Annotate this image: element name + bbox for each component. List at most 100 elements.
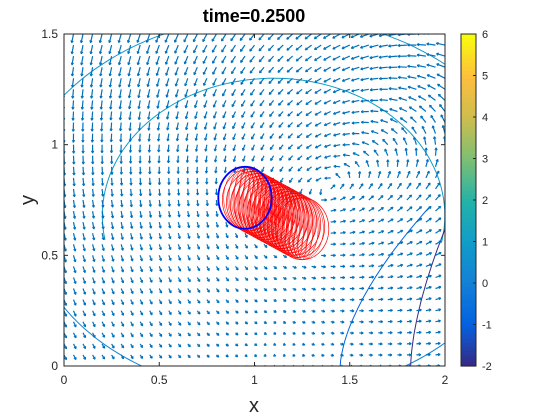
vector-arrow (71, 56, 75, 66)
vector-arrow-head (212, 93, 216, 97)
vector-arrow (101, 188, 104, 197)
vector-arrow-head (212, 104, 216, 108)
body-outline (217, 165, 273, 230)
vector-arrow (398, 97, 408, 101)
vector-arrow-head (205, 181, 209, 185)
vector-arrow-head (370, 130, 374, 134)
vector-arrow-head (388, 55, 391, 59)
vector-arrow-head (184, 94, 188, 98)
vector-arrow-head (332, 35, 336, 39)
vector-arrow (296, 88, 303, 95)
vector-arrow-head (269, 113, 273, 117)
vector-arrow-head (168, 247, 172, 251)
vector-arrow-head (157, 182, 162, 186)
vector-arrow-head (288, 168, 292, 172)
vector-arrow (388, 55, 398, 58)
vector-arrow-head (254, 288, 258, 292)
vector-arrow (388, 44, 398, 47)
vector-arrow (147, 89, 151, 98)
vector-arrow-head (117, 62, 122, 66)
vector-arrow-head (304, 47, 308, 51)
body-mesh (217, 165, 330, 261)
vector-arrow-head (176, 182, 181, 185)
vector-arrow-head (137, 84, 141, 88)
vector-arrow-head (277, 91, 281, 95)
vector-arrow (166, 111, 170, 120)
vector-arrow-head (197, 257, 201, 261)
colorbar-gradient (461, 34, 476, 367)
vector-arrow (119, 122, 122, 131)
vector-arrow-head (447, 365, 449, 367)
vector-arrow-head (139, 193, 143, 197)
vector-arrow-head (378, 55, 382, 59)
vector-arrow-head (99, 62, 103, 66)
vector-arrow (158, 210, 161, 218)
vector-arrow-head (194, 138, 198, 141)
vector-arrow-head (146, 106, 151, 109)
vector-arrow (128, 100, 132, 109)
vector-arrow (444, 243, 445, 245)
vector-arrow-head (292, 331, 296, 335)
vector-arrow-head (83, 313, 87, 317)
vector-arrow (230, 44, 237, 53)
vector-arrow (399, 107, 408, 113)
vector-arrow-head (371, 253, 375, 257)
vector-arrow-head (235, 343, 239, 347)
vector-arrow-head (235, 246, 239, 249)
vector-arrow-head (350, 342, 354, 346)
vector-arrow (213, 122, 217, 130)
vector-arrow-head (214, 159, 218, 163)
vector-arrow-head (92, 280, 96, 284)
vector-arrow-head (251, 147, 255, 151)
vector-arrow (72, 100, 75, 110)
vector-arrow-head (409, 241, 413, 244)
vector-arrow-head (119, 171, 124, 175)
vector-arrow-head (361, 286, 365, 291)
vector-arrow (109, 89, 113, 99)
vector-arrow (377, 183, 383, 190)
vector-arrow-head (258, 48, 262, 52)
vector-arrow-head (303, 287, 307, 291)
vector-arrow-head (149, 258, 153, 262)
vector-arrow (324, 133, 331, 137)
colorbar-segment (461, 178, 476, 183)
vector-arrow-head (407, 54, 410, 58)
vector-arrow-head (437, 341, 441, 346)
vector-arrow (72, 188, 76, 197)
vector-arrow-head (446, 171, 448, 174)
vector-arrow-head (413, 136, 417, 140)
vector-arrow-head (429, 240, 433, 244)
vector-arrow (332, 34, 341, 39)
vector-arrow-head (111, 323, 115, 327)
vector-arrow (324, 166, 331, 169)
vector-arrow-head (156, 116, 160, 120)
vector-arrow (82, 199, 85, 208)
vector-arrow-head (311, 353, 315, 357)
vector-arrow-head (120, 204, 124, 208)
vector-arrow (213, 100, 217, 108)
vector-arrow-head (254, 245, 258, 249)
vector-arrow-head (448, 264, 451, 266)
vector-arrow-head (357, 171, 362, 174)
colorbar-segment (461, 222, 476, 227)
vector-arrow-head (102, 302, 106, 306)
vector-arrow (230, 55, 237, 64)
vector-arrow (167, 144, 170, 153)
colorbar-segment (461, 326, 476, 331)
vector-arrow-head (407, 170, 411, 174)
vector-arrow-head (296, 80, 299, 84)
vector-arrow-head (362, 241, 365, 246)
vector-arrow-head (333, 133, 337, 137)
vector-arrow-head (283, 320, 287, 324)
vector-arrow-head (284, 255, 288, 258)
vector-arrow (324, 144, 331, 148)
vector-arrow (379, 99, 388, 101)
vector-arrow-head (416, 42, 420, 47)
vector-arrow (193, 44, 198, 54)
vector-arrow-head (197, 354, 201, 358)
vector-arrow-head (111, 356, 115, 360)
vector-arrow (351, 99, 360, 103)
vector-arrow-head (70, 73, 75, 77)
vector-arrow-head (215, 224, 219, 228)
